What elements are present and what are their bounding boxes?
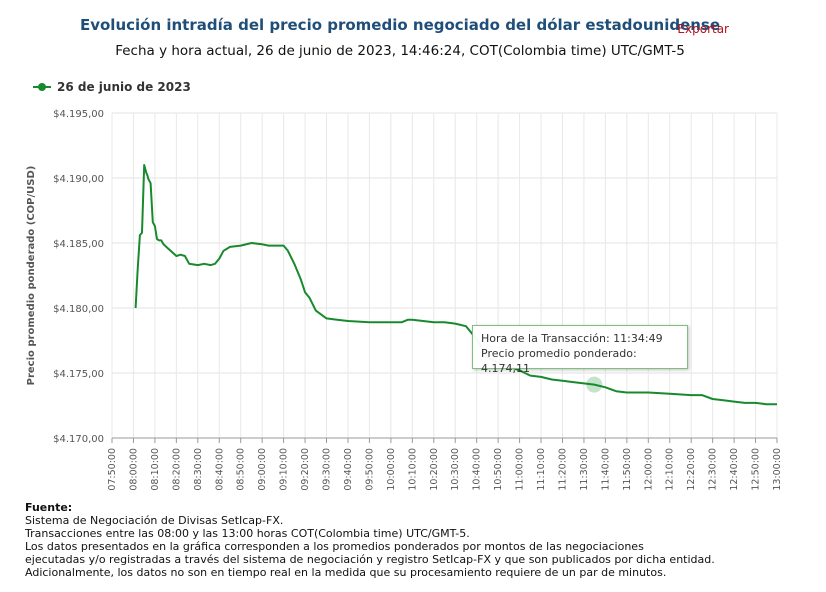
y-tick-label: $4.190,00	[53, 174, 104, 185]
series-line	[134, 164, 777, 406]
source-line: Sistema de Negociación de Divisas SetIca…	[25, 514, 284, 527]
x-tick-label: 09:30:00	[322, 448, 333, 491]
chart-title: Evolución intradía del precio promedio n…	[79, 16, 721, 34]
x-tick-label: 08:50:00	[236, 448, 247, 491]
source-line: Transacciones entre las 08:00 y las 13:0…	[25, 527, 470, 540]
x-tick-label: 11:00:00	[515, 448, 526, 491]
x-tick-label: 07:50:00	[107, 448, 118, 491]
source-notes: Fuente: Sistema de Negociación de Divisa…	[25, 501, 725, 579]
legend-line-marker-icon	[33, 82, 51, 92]
x-tick-label: 08:30:00	[193, 448, 204, 491]
x-tick-label: 12:20:00	[686, 448, 697, 491]
x-tick-label: 12:30:00	[708, 448, 719, 491]
x-tick-label: 10:20:00	[429, 448, 440, 491]
y-tick-label: $4.175,00	[53, 369, 104, 380]
x-tick-label: 10:10:00	[407, 448, 418, 491]
source-label: Fuente:	[25, 501, 73, 514]
chart-subtitle: Fecha y hora actual, 26 de junio de 2023…	[115, 43, 685, 59]
legend-item[interactable]: 26 de junio de 2023	[33, 80, 191, 94]
x-tick-label: 09:50:00	[364, 448, 375, 491]
x-tick-label: 09:00:00	[257, 448, 268, 491]
x-tick-label: 09:20:00	[300, 448, 311, 491]
x-tick-label: 10:40:00	[472, 448, 483, 491]
legend-label: 26 de junio de 2023	[57, 80, 191, 94]
x-tick-label: 10:00:00	[386, 448, 397, 491]
x-tick-label: 12:00:00	[643, 448, 654, 491]
y-tick-label: $4.185,00	[53, 239, 104, 250]
x-tick-label: 08:20:00	[171, 448, 182, 491]
y-tick-label: $4.180,00	[53, 304, 104, 315]
source-line: Adicionalmente, los datos no son en tiem…	[25, 566, 667, 579]
source-line: Los datos presentados en la gráfica corr…	[25, 540, 644, 553]
x-tick-label: 13:00:00	[772, 448, 783, 491]
y-tick-label: $4.170,00	[53, 434, 104, 445]
x-tick-label: 08:10:00	[150, 448, 161, 491]
x-tick-label: 11:40:00	[600, 448, 611, 491]
export-button[interactable]: Exportar	[677, 22, 729, 36]
x-tick-label: 09:10:00	[279, 448, 290, 491]
hover-point-marker	[586, 376, 603, 393]
x-tick-label: 12:50:00	[751, 448, 762, 491]
x-tick-label: 11:50:00	[622, 448, 633, 491]
x-tick-label: 12:40:00	[729, 448, 740, 491]
x-tick-label: 11:20:00	[557, 448, 568, 491]
x-tick-label: 10:30:00	[450, 448, 461, 491]
x-tick-label: 12:10:00	[665, 448, 676, 491]
source-line: ejecutadas y/o registradas a través del …	[25, 553, 715, 566]
y-axis-title: Precio promedio ponderado (COP/USD)	[26, 166, 37, 386]
y-tick-label: $4.195,00	[53, 109, 104, 120]
x-tick-label: 09:40:00	[343, 448, 354, 491]
x-tick-label: 10:50:00	[493, 448, 504, 491]
x-tick-label: 11:30:00	[579, 448, 590, 491]
x-tick-label: 11:10:00	[536, 448, 547, 491]
x-tick-label: 08:00:00	[128, 448, 139, 491]
tooltip-time: Hora de la Transacción: 11:34:49	[481, 332, 663, 345]
tooltip: Hora de la Transacción: 11:34:49 Precio …	[472, 325, 688, 375]
chart-container: Evolución intradía del precio promedio n…	[25, 16, 783, 579]
x-tick-label: 08:40:00	[214, 448, 225, 491]
tooltip-value: Precio promedio ponderado: 4.174,11	[481, 347, 637, 375]
line-chart: $4.170,00 $4.175,00 $4.180,00 $4.185,00 $4.1…	[26, 109, 783, 491]
